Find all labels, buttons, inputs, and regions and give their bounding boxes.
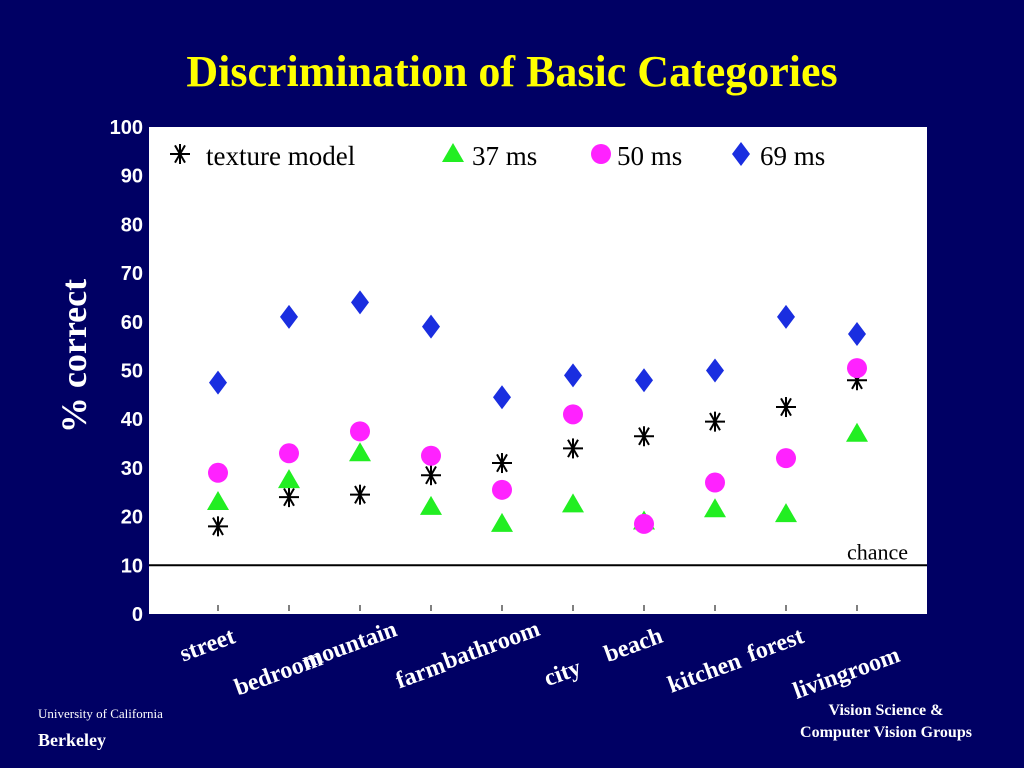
69ms-point — [635, 368, 653, 393]
50ms-point — [634, 513, 654, 534]
y-tick-label: 30 — [121, 458, 143, 480]
data-marks — [207, 290, 868, 537]
69ms-point — [777, 304, 795, 329]
x-category-labels: streetbedroommountainfarmbathroomcitybea… — [176, 616, 903, 705]
37ms-point — [846, 422, 868, 442]
69ms-point — [848, 321, 866, 346]
37ms-point — [278, 469, 300, 489]
texture-model-point — [350, 484, 370, 505]
69ms-point — [706, 358, 724, 383]
y-axis: 0 10 20 30 40 50 60 70 80 90 100 — [110, 117, 143, 626]
x-category-label: mountain — [299, 616, 401, 674]
y-tick-label: 10 — [121, 555, 143, 577]
x-category-label: kitchen — [664, 648, 744, 698]
y-axis-label: % correct — [54, 279, 94, 433]
37ms-point — [349, 442, 371, 462]
chance-label: chance — [847, 539, 908, 564]
69ms-point — [493, 385, 511, 410]
50ms-point — [705, 472, 725, 493]
37ms-point — [420, 495, 442, 515]
footer-group-line-2: Computer Vision Groups — [800, 724, 972, 741]
x-category-label: farm — [392, 653, 448, 695]
y-tick-label: 70 — [121, 263, 143, 285]
slide-title: Discrimination of Basic Categories — [186, 47, 838, 96]
50ms-point — [776, 448, 796, 469]
footer-campus-line: Berkeley — [38, 730, 106, 750]
texture-model-point — [634, 426, 654, 447]
y-tick-label: 90 — [121, 166, 143, 188]
footer-university-line: University of California — [38, 706, 163, 721]
69ms-point — [422, 314, 440, 339]
legend-label: 69 ms — [760, 141, 825, 171]
y-tick-label: 0 — [132, 604, 143, 626]
x-category-label: livingroom — [790, 642, 904, 705]
legend-label: texture model — [206, 141, 355, 171]
x-category-label: forest — [744, 623, 808, 667]
y-tick-label: 80 — [121, 214, 143, 236]
x-category-label: city — [541, 655, 585, 692]
37ms-point — [207, 490, 229, 510]
y-tick-label: 50 — [121, 361, 143, 383]
37ms-point — [704, 498, 726, 518]
69ms-point — [209, 370, 227, 395]
footer-group: Vision Science & Computer Vision Groups — [760, 700, 1012, 744]
37ms-point — [562, 493, 584, 513]
texture-model-point — [563, 438, 583, 459]
50ms-point — [847, 358, 867, 379]
legend-marker — [591, 144, 611, 164]
texture-model-point — [279, 487, 299, 508]
50ms-point — [279, 443, 299, 464]
x-category-label: beach — [601, 623, 666, 668]
texture-model-point — [421, 465, 441, 486]
69ms-point — [564, 363, 582, 388]
footer-group-line-1: Vision Science & — [828, 702, 944, 719]
y-tick-label: 60 — [121, 312, 143, 334]
69ms-point — [280, 304, 298, 329]
y-tick-label: 20 — [121, 507, 143, 529]
50ms-point — [208, 462, 228, 483]
legend-marker — [170, 144, 190, 164]
texture-model-point — [776, 397, 796, 418]
x-category-label: street — [176, 623, 238, 667]
37ms-point — [491, 512, 513, 532]
y-tick-label: 100 — [110, 117, 143, 139]
69ms-point — [351, 290, 369, 315]
50ms-point — [563, 404, 583, 425]
footer-university: University of California Berkeley — [38, 706, 163, 751]
y-tick-label: 40 — [121, 409, 143, 431]
legend-marker — [442, 143, 464, 162]
legend-label: 50 ms — [617, 141, 682, 171]
texture-model-point — [208, 516, 228, 537]
legend-label: 37 ms — [472, 141, 537, 171]
37ms-point — [775, 503, 797, 523]
legend-marker — [732, 142, 750, 166]
texture-model-point — [492, 453, 512, 474]
plot-area — [149, 127, 927, 614]
texture-model-point — [705, 411, 725, 432]
50ms-point — [421, 445, 441, 466]
x-axis — [217, 605, 858, 611]
legend: texture model 37 ms 50 ms 69 ms — [170, 141, 825, 171]
50ms-point — [350, 421, 370, 442]
x-category-label: bathroom — [440, 616, 544, 675]
50ms-point — [492, 479, 512, 500]
